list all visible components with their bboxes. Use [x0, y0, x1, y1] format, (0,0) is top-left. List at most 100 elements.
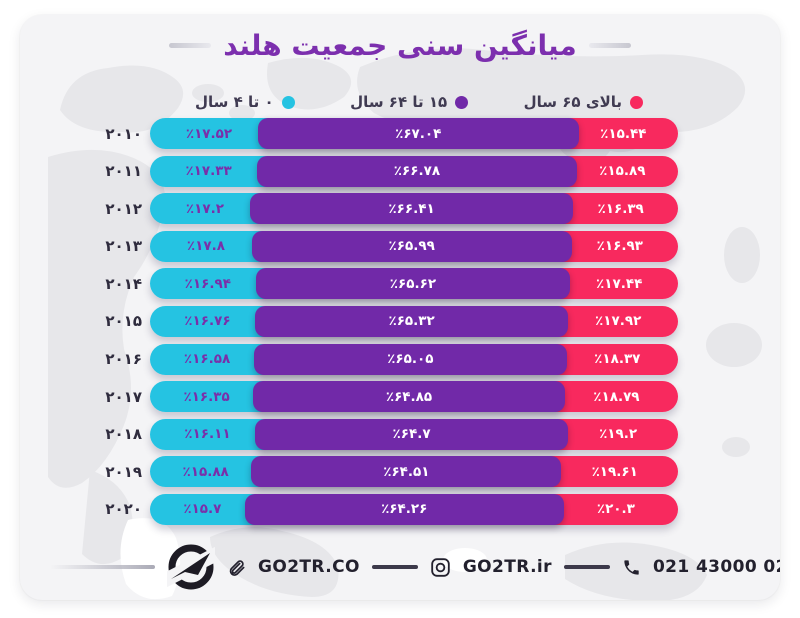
segment-age-0-4: ٪۱۷.۸ — [150, 230, 262, 262]
year-label: ۲۰۲۰ — [105, 500, 142, 519]
chart-row: ۲۰۱۷ ٪۱۶.۳۵ ٪۶۴.۸۵ ٪۱۸.۷۹ — [20, 381, 780, 413]
year-label: ۲۰۱۱ — [105, 162, 142, 181]
stacked-bar: ٪۱۷.۵۲ ٪۶۷.۰۴ ٪۱۵.۴۴ — [150, 118, 678, 149]
stacked-bar-chart: ۲۰۱۰ ٪۱۷.۵۲ ٪۶۷.۰۴ ٪۱۵.۴۴ ۲۰۱۱ — [20, 118, 780, 532]
year-label: ۲۰۱۷ — [105, 387, 142, 406]
segment-age-15-64: ٪۶۴.۸۵ — [253, 381, 565, 413]
page-title: میانگین سنی جمعیت هلند — [223, 29, 577, 62]
segment-age-15-64: ٪۶۵.۳۲ — [254, 305, 569, 337]
segment-age-15-64: ٪۶۶.۷۸ — [257, 155, 577, 187]
stacked-bar: ٪۱۶.۳۵ ٪۶۴.۸۵ ٪۱۸.۷۹ — [150, 381, 678, 413]
chart-row: ۲۰۱۶ ٪۱۶.۵۸ ٪۶۵.۰۵ ٪۱۸.۳۷ — [20, 343, 780, 375]
segment-value-label: ٪۱۶.۷۶ — [184, 313, 231, 330]
segment-value-label: ٪۱۶.۳۹ — [597, 200, 644, 217]
segment-value-label: ٪۶۴.۷ — [392, 426, 431, 443]
segment-value-label: ٪۱۶.۵۸ — [183, 351, 231, 368]
legend-item-15-64: ۱۵ تا ۶۴ سال — [350, 93, 469, 111]
segment-value-label: ٪۶۵.۶۲ — [389, 275, 437, 292]
segment-value-label: ٪۶۶.۷۸ — [393, 163, 441, 180]
segment-age-65-plus: ٪۲۰.۳ — [553, 493, 678, 525]
stacked-bar: ٪۱۷.۳۳ ٪۶۶.۷۸ ٪۱۵.۸۹ — [150, 155, 678, 187]
year-label: ۲۰۱۰ — [105, 124, 142, 143]
legend-dot-purple-icon — [455, 95, 469, 109]
phone-number: 021 43000 021 — [652, 557, 780, 577]
segment-value-label: ٪۱۸.۳۷ — [594, 351, 641, 368]
chart-row: ۲۰۱۱ ٪۱۷.۳۳ ٪۶۶.۷۸ ٪۱۵.۸۹ — [20, 155, 780, 187]
segment-value-label: ٪۱۵.۴۴ — [600, 125, 647, 142]
title-dash-right — [588, 43, 631, 48]
segment-age-65-plus: ٪۱۵.۴۴ — [568, 118, 678, 149]
stacked-bar: ٪۱۵.۷ ٪۶۴.۲۶ ٪۲۰.۳ — [150, 493, 678, 525]
chart-legend: بالای ۶۵ سال ۱۵ تا ۶۴ سال ۰ تا ۴ سال — [195, 93, 643, 111]
instagram-icon — [430, 557, 451, 578]
footer-dash — [563, 565, 610, 569]
stacked-bar: ٪۱۵.۸۸ ٪۶۴.۵۱ ٪۱۹.۶۱ — [150, 456, 678, 488]
segment-age-65-plus: ٪۱۵.۸۹ — [566, 155, 678, 187]
stacked-bar: ٪۱۶.۹۴ ٪۶۵.۶۲ ٪۱۷.۴۴ — [150, 268, 678, 300]
segment-age-15-64: ٪۶۵.۹۹ — [251, 230, 572, 262]
segment-age-65-plus: ٪۱۶.۹۳ — [561, 230, 678, 262]
segment-value-label: ٪۱۶.۱۱ — [184, 426, 231, 443]
segment-value-label: ٪۶۴.۸۵ — [385, 388, 433, 405]
legend-dot-cyan-icon — [281, 95, 295, 109]
segment-value-label: ٪۱۷.۴۴ — [595, 275, 643, 292]
segment-value-label: ٪۶۵.۰۵ — [387, 351, 434, 368]
chart-row: ۲۰۱۴ ٪۱۶.۹۴ ٪۶۵.۶۲ ٪۱۷.۴۴ — [20, 268, 780, 300]
segment-value-label: ٪۱۷.۵۲ — [185, 125, 233, 142]
link-icon — [227, 558, 246, 577]
footer: GO2TR.CO GO2TR.ir 021 43000 021 — [50, 542, 780, 592]
segment-value-label: ٪۱۶.۳۵ — [183, 388, 230, 405]
segment-value-label: ٪۱۷.۲ — [185, 200, 224, 217]
segment-value-label: ٪۱۶.۹۴ — [184, 275, 231, 292]
segment-value-label: ٪۱۹.۲ — [599, 426, 638, 443]
segment-age-0-4: ٪۱۶.۷۶ — [150, 305, 265, 337]
year-label: ۲۰۱۸ — [105, 425, 142, 444]
segment-age-15-64: ٪۶۴.۲۶ — [244, 493, 564, 525]
segment-value-label: ٪۱۷.۸ — [186, 238, 225, 255]
chart-row: ۲۰۱۰ ٪۱۷.۵۲ ٪۶۷.۰۴ ٪۱۵.۴۴ — [20, 118, 780, 149]
segment-age-0-4: ٪۱۵.۷ — [150, 493, 255, 525]
segment-age-0-4: ٪۱۶.۱۱ — [150, 418, 265, 450]
segment-age-0-4: ٪۱۶.۹۴ — [150, 268, 266, 300]
chart-row: ۲۰۲۰ ٪۱۵.۷ ٪۶۴.۲۶ ٪۲۰.۳ — [20, 493, 780, 525]
segment-value-label: ٪۱۵.۸۸ — [182, 463, 229, 480]
segment-age-0-4: ٪۱۵.۸۸ — [150, 456, 262, 488]
segment-value-label: ٪۲۰.۳ — [596, 501, 635, 518]
year-label: ۲۰۱۴ — [105, 274, 142, 293]
segment-value-label: ٪۱۷.۳۳ — [185, 163, 232, 180]
segment-age-15-64: ٪۶۴.۵۱ — [251, 456, 562, 488]
phone-icon — [622, 558, 641, 577]
segment-value-label: ٪۶۴.۲۶ — [381, 501, 428, 518]
segment-age-65-plus: ٪۱۹.۲ — [558, 418, 678, 450]
chart-row: ۲۰۱۵ ٪۱۶.۷۶ ٪۶۵.۳۲ ٪۱۷.۹۲ — [20, 305, 780, 337]
stacked-bar: ٪۱۷.۸ ٪۶۵.۹۹ ٪۱۶.۹۳ — [150, 230, 678, 262]
go2tr-logo — [167, 544, 215, 590]
legend-item-over-65: بالای ۶۵ سال — [524, 93, 643, 111]
legend-label: ۰ تا ۴ سال — [195, 93, 274, 111]
segment-age-0-4: ٪۱۷.۲ — [150, 193, 260, 225]
stacked-bar: ٪۱۷.۲ ٪۶۶.۴۱ ٪۱۶.۳۹ — [150, 193, 678, 225]
chart-row: ۲۰۱۹ ٪۱۵.۸۸ ٪۶۴.۵۱ ٪۱۹.۶۱ — [20, 456, 780, 488]
segment-age-65-plus: ٪۱۸.۷۹ — [554, 381, 678, 413]
chart-row: ۲۰۱۸ ٪۱۶.۱۱ ٪۶۴.۷ ٪۱۹.۲ — [20, 418, 780, 450]
segment-value-label: ٪۶۶.۴۱ — [388, 200, 435, 217]
segment-age-0-4: ٪۱۶.۳۵ — [150, 381, 264, 413]
footer-dash — [371, 565, 418, 569]
segment-value-label: ٪۶۴.۵۱ — [383, 463, 430, 480]
segment-age-65-plus: ٪۱۶.۳۹ — [563, 193, 678, 225]
stacked-bar: ٪۱۶.۱۱ ٪۶۴.۷ ٪۱۹.۲ — [150, 418, 678, 450]
legend-item-0-4: ۰ تا ۴ سال — [195, 93, 295, 111]
segment-value-label: ٪۶۵.۳۲ — [388, 313, 435, 330]
segment-value-label: ٪۶۵.۹۹ — [388, 238, 435, 255]
segment-value-label: ٪۶۷.۰۴ — [395, 125, 442, 142]
chart-row: ۲۰۱۲ ٪۱۷.۲ ٪۶۶.۴۱ ٪۱۶.۳۹ — [20, 193, 780, 225]
segment-age-65-plus: ٪۱۷.۹۲ — [558, 305, 678, 337]
segment-age-0-4: ٪۱۶.۵۸ — [150, 343, 265, 375]
year-label: ۲۰۱۲ — [105, 199, 142, 218]
segment-age-0-4: ٪۱۷.۳۳ — [150, 155, 268, 187]
segment-value-label: ٪۱۶.۹۳ — [596, 238, 643, 255]
year-label: ۲۰۱۵ — [105, 312, 142, 331]
segment-age-65-plus: ٪۱۸.۳۷ — [556, 343, 678, 375]
legend-label: بالای ۶۵ سال — [523, 93, 622, 111]
segment-value-label: ٪۱۸.۷۹ — [593, 388, 640, 405]
